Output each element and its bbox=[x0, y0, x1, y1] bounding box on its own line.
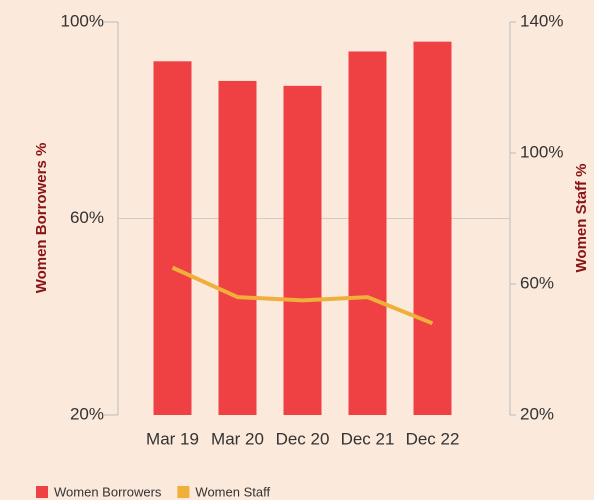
y-tick-label: 60% bbox=[70, 208, 104, 227]
bar bbox=[218, 80, 257, 415]
y2-tick-label: 140% bbox=[520, 11, 563, 30]
y-tick-label: 20% bbox=[70, 404, 104, 423]
bar bbox=[413, 41, 452, 416]
legend-swatch bbox=[177, 486, 190, 498]
x-tick-label: Dec 21 bbox=[341, 429, 395, 448]
y2-axis-title: Women Staff % bbox=[573, 164, 590, 273]
x-tick-label: Dec 20 bbox=[276, 429, 330, 448]
y2-tick-label: 20% bbox=[520, 404, 554, 423]
bar bbox=[153, 61, 192, 416]
x-tick-label: Mar 20 bbox=[211, 429, 264, 448]
legend-label: Women Borrowers bbox=[54, 484, 162, 499]
legend-swatch bbox=[36, 486, 48, 498]
y-tick-label: 100% bbox=[61, 11, 104, 30]
y-axis-title: Women Borrowers % bbox=[33, 143, 50, 294]
legend: Women Borrowers Women Staff bbox=[36, 484, 270, 499]
bar bbox=[348, 51, 387, 415]
bar bbox=[283, 85, 322, 416]
x-tick-label: Dec 22 bbox=[406, 429, 460, 448]
y2-tick-label: 100% bbox=[520, 142, 563, 161]
x-tick-label: Mar 19 bbox=[146, 429, 199, 448]
y2-tick-label: 60% bbox=[520, 273, 554, 292]
legend-label: Women Staff bbox=[195, 484, 270, 499]
line bbox=[171, 265, 434, 326]
